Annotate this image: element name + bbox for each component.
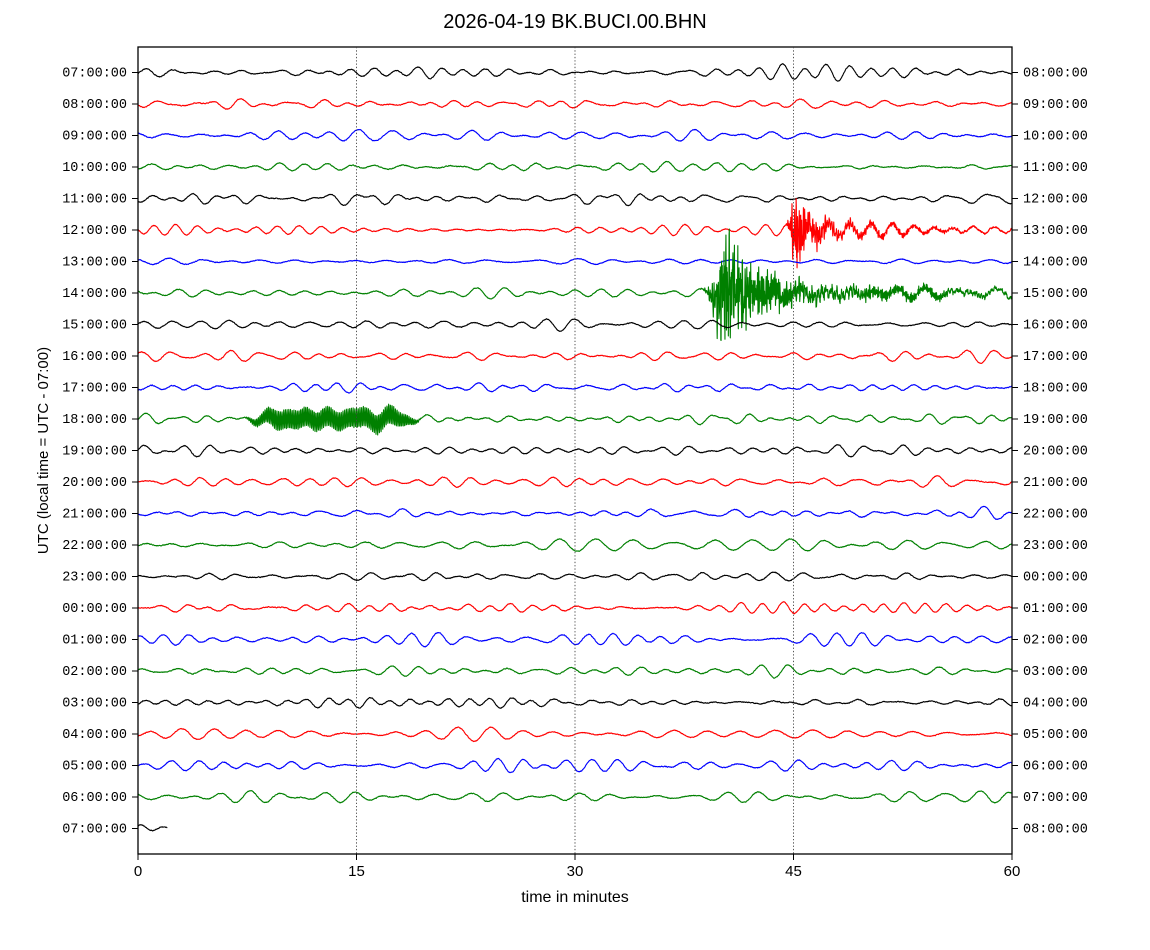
svg-text:03:00:00: 03:00:00	[1023, 665, 1088, 680]
svg-text:07:00:00: 07:00:00	[62, 67, 127, 82]
svg-text:18:00:00: 18:00:00	[62, 413, 127, 428]
svg-text:00:00:00: 00:00:00	[1023, 571, 1088, 586]
svg-text:23:00:00: 23:00:00	[62, 571, 127, 586]
svg-text:20:00:00: 20:00:00	[1023, 445, 1088, 460]
svg-text:15:00:00: 15:00:00	[62, 319, 127, 334]
svg-text:60: 60	[1004, 863, 1021, 880]
svg-text:07:00:00: 07:00:00	[1023, 791, 1088, 806]
svg-text:02:00:00: 02:00:00	[62, 665, 127, 680]
svg-text:14:00:00: 14:00:00	[62, 287, 127, 302]
svg-text:12:00:00: 12:00:00	[1023, 193, 1088, 208]
svg-text:02:00:00: 02:00:00	[1023, 634, 1088, 649]
svg-text:45: 45	[785, 863, 802, 880]
svg-text:05:00:00: 05:00:00	[62, 760, 127, 775]
svg-text:04:00:00: 04:00:00	[62, 728, 127, 743]
svg-text:00:00:00: 00:00:00	[62, 602, 127, 617]
svg-text:04:00:00: 04:00:00	[1023, 697, 1088, 712]
svg-text:08:00:00: 08:00:00	[62, 98, 127, 113]
svg-text:09:00:00: 09:00:00	[1023, 98, 1088, 113]
svg-text:11:00:00: 11:00:00	[62, 193, 127, 208]
svg-text:15:00:00: 15:00:00	[1023, 287, 1088, 302]
svg-text:30: 30	[567, 863, 584, 880]
svg-text:08:00:00: 08:00:00	[1023, 67, 1088, 82]
svg-text:07:00:00: 07:00:00	[62, 823, 127, 838]
svg-text:13:00:00: 13:00:00	[62, 256, 127, 271]
svg-text:0: 0	[134, 863, 142, 880]
svg-text:10:00:00: 10:00:00	[62, 161, 127, 176]
svg-text:20:00:00: 20:00:00	[62, 476, 127, 491]
svg-text:03:00:00: 03:00:00	[62, 697, 127, 712]
svg-text:23:00:00: 23:00:00	[1023, 539, 1088, 554]
svg-text:05:00:00: 05:00:00	[1023, 728, 1088, 743]
svg-text:16:00:00: 16:00:00	[62, 350, 127, 365]
svg-text:12:00:00: 12:00:00	[62, 224, 127, 239]
svg-text:19:00:00: 19:00:00	[62, 445, 127, 460]
svg-text:19:00:00: 19:00:00	[1023, 413, 1088, 428]
svg-text:08:00:00: 08:00:00	[1023, 823, 1088, 838]
svg-text:01:00:00: 01:00:00	[1023, 602, 1088, 617]
svg-text:01:00:00: 01:00:00	[62, 634, 127, 649]
svg-text:11:00:00: 11:00:00	[1023, 161, 1088, 176]
svg-text:21:00:00: 21:00:00	[1023, 476, 1088, 491]
svg-text:06:00:00: 06:00:00	[1023, 760, 1088, 775]
svg-text:16:00:00: 16:00:00	[1023, 319, 1088, 334]
svg-text:09:00:00: 09:00:00	[62, 130, 127, 145]
svg-text:21:00:00: 21:00:00	[62, 508, 127, 523]
svg-text:06:00:00: 06:00:00	[62, 791, 127, 806]
svg-text:14:00:00: 14:00:00	[1023, 256, 1088, 271]
svg-text:22:00:00: 22:00:00	[1023, 508, 1088, 523]
svg-text:15: 15	[348, 863, 365, 880]
svg-text:17:00:00: 17:00:00	[1023, 350, 1088, 365]
svg-text:17:00:00: 17:00:00	[62, 382, 127, 397]
svg-text:22:00:00: 22:00:00	[62, 539, 127, 554]
svg-text:18:00:00: 18:00:00	[1023, 382, 1088, 397]
svg-text:10:00:00: 10:00:00	[1023, 130, 1088, 145]
svg-text:time in minutes: time in minutes	[521, 889, 629, 906]
svg-text:UTC (local time = UTC - 07:00): UTC (local time = UTC - 07:00)	[35, 347, 52, 554]
svg-text:13:00:00: 13:00:00	[1023, 224, 1088, 239]
